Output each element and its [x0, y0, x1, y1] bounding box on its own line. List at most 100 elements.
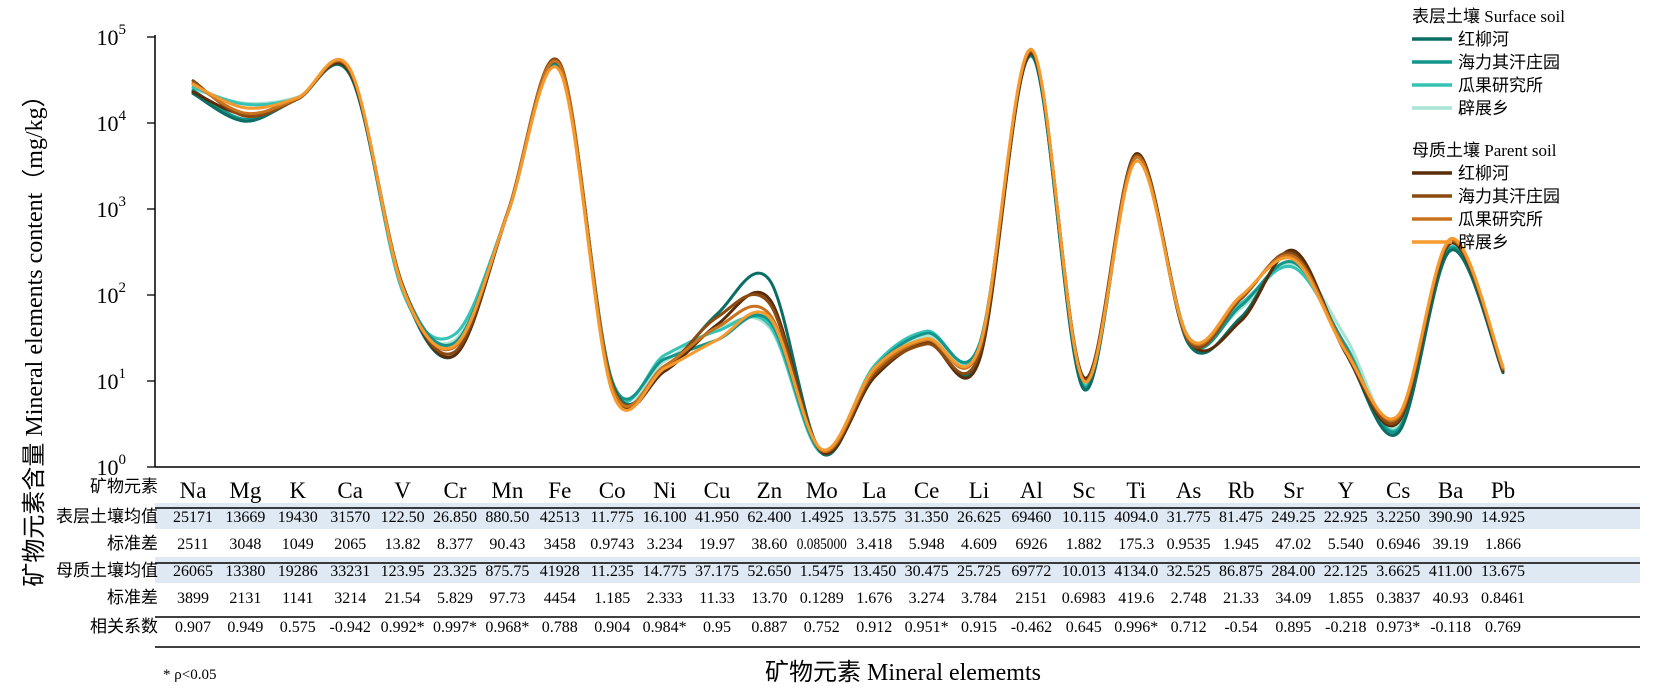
table-cell: 26.625 [957, 509, 1001, 526]
table-cell: 41.950 [695, 509, 739, 526]
table-cell: 875.75 [485, 563, 529, 580]
table-cell: 880.50 [485, 509, 529, 526]
series-line-surface-4 [191, 53, 1505, 454]
table-cell: 1.945 [1223, 536, 1259, 553]
legend-label: 辟展乡 [1458, 233, 1509, 252]
x-tick-label: Ba [1438, 478, 1464, 503]
x-axis-title: 矿物元素 Mineral elememts [765, 659, 1041, 686]
table-cell: 0.788 [542, 619, 578, 636]
y-tick-exponent: 2 [119, 280, 127, 296]
table-cell: 0.9535 [1167, 536, 1211, 553]
table-cell: 32.525 [1167, 563, 1211, 580]
table-cell: 0.912 [856, 619, 892, 636]
x-tick-label: Ni [653, 478, 676, 503]
table-cell: 14.925 [1481, 509, 1525, 526]
y-tick-label: 102 [97, 280, 127, 308]
table-cell: 0.6946 [1376, 536, 1420, 553]
x-tick-label: Ca [337, 478, 363, 503]
y-tick-exponent: 1 [119, 366, 127, 382]
table-cell: 40.93 [1433, 590, 1469, 607]
table-cell: 0.085000 [797, 536, 847, 553]
legend-label: 辟展乡 [1458, 99, 1509, 118]
table-cell: 0.907 [175, 619, 211, 636]
series-lines [191, 47, 1505, 457]
y-tick-exponent: 5 [119, 22, 127, 38]
table-cell: 0.752 [804, 619, 840, 636]
table-cell: 11.235 [590, 563, 633, 580]
x-tick-label: Mg [229, 478, 261, 503]
table-cell: 13.675 [1481, 563, 1525, 580]
table-cell: 4.609 [961, 536, 997, 553]
y-tick-label: 103 [97, 194, 127, 222]
y-tick-label: 101 [97, 366, 127, 394]
table-cell: 1141 [282, 590, 313, 607]
table-cell: 10.013 [1062, 563, 1106, 580]
x-tick-label: Zn [757, 478, 783, 503]
table-cell: 123.95 [381, 563, 425, 580]
table-cell: 2151 [1015, 590, 1047, 607]
series-line-parent-4 [191, 47, 1505, 452]
series-line-surface-2 [191, 54, 1505, 454]
table-cell: 390.90 [1429, 509, 1473, 526]
y-tick-label: 100 [97, 452, 127, 480]
x-tick-label: K [289, 478, 306, 503]
x-tick-label: Sc [1072, 478, 1095, 503]
table-rules [155, 507, 1640, 648]
table-cell: 97.73 [489, 590, 525, 607]
table-cell: 13.575 [852, 509, 896, 526]
table-cell: 3.234 [647, 536, 683, 553]
y-tick-exponent: 4 [119, 108, 127, 124]
table-cell: 249.25 [1271, 509, 1315, 526]
y-tick-exponent: 0 [119, 452, 127, 468]
table-cell: -0.118 [1430, 619, 1471, 636]
table-cell: 0.997* [433, 619, 477, 636]
x-tick-label: Al [1020, 478, 1043, 503]
table-header-label: 矿物元素 [90, 477, 158, 496]
table-cell: 19430 [278, 509, 318, 526]
table-row-label: 表层土壤均值 [56, 506, 158, 526]
x-tick-label: Mn [491, 478, 523, 503]
table-cell: 30.475 [905, 563, 949, 580]
table-cell: 2511 [177, 536, 208, 553]
x-tick-label: Pb [1491, 478, 1515, 503]
table-cell: 0.575 [280, 619, 316, 636]
footnote: * ρ<0.05 [163, 667, 216, 683]
table-cell: 22.925 [1324, 509, 1368, 526]
table-cell: 23.325 [433, 563, 477, 580]
table-row-label: 标准差 [107, 534, 158, 553]
x-tick-label: As [1176, 478, 1202, 503]
table-cell: 1.5475 [800, 563, 844, 580]
table-cell: 2.748 [1171, 590, 1207, 607]
table-cell: 34.09 [1275, 590, 1311, 607]
table-cell: 13.450 [852, 563, 896, 580]
table-cell: 19286 [278, 563, 318, 580]
legend-label: 红柳河 [1458, 30, 1509, 49]
table-cell: 13.82 [385, 536, 421, 553]
table-cell: 3458 [544, 536, 576, 553]
table-cell: 0.6983 [1062, 590, 1106, 607]
table-cell: 26.850 [433, 509, 477, 526]
table-cell: 4454 [544, 590, 576, 607]
table-cell: 16.100 [643, 509, 687, 526]
table-cell: 0.996* [1114, 619, 1158, 636]
table-cell: 38.60 [751, 536, 787, 553]
table-cell: 175.3 [1118, 536, 1154, 553]
y-axis-title: 矿物元素含量 Mineral elements content（mg/kg） [21, 83, 48, 586]
table-cell: 6926 [1015, 536, 1047, 553]
table-cell: 3899 [177, 590, 209, 607]
table-cell: 41928 [540, 563, 580, 580]
table-cell: 0.992* [381, 619, 425, 636]
table-cell: 10.115 [1062, 509, 1105, 526]
table-cell: 1049 [282, 536, 314, 553]
table-cell: 2065 [334, 536, 366, 553]
table-cell: 0.973* [1376, 619, 1420, 636]
table-row-label: 母质土壤均值 [56, 560, 158, 580]
table-cell: 31.350 [905, 509, 949, 526]
table-cell: 411.00 [1429, 563, 1472, 580]
legend-title-parent: 母质土壤 Parent soil [1412, 140, 1557, 160]
table-cell: 39.19 [1433, 536, 1469, 553]
x-tick-label: Cu [704, 478, 731, 503]
